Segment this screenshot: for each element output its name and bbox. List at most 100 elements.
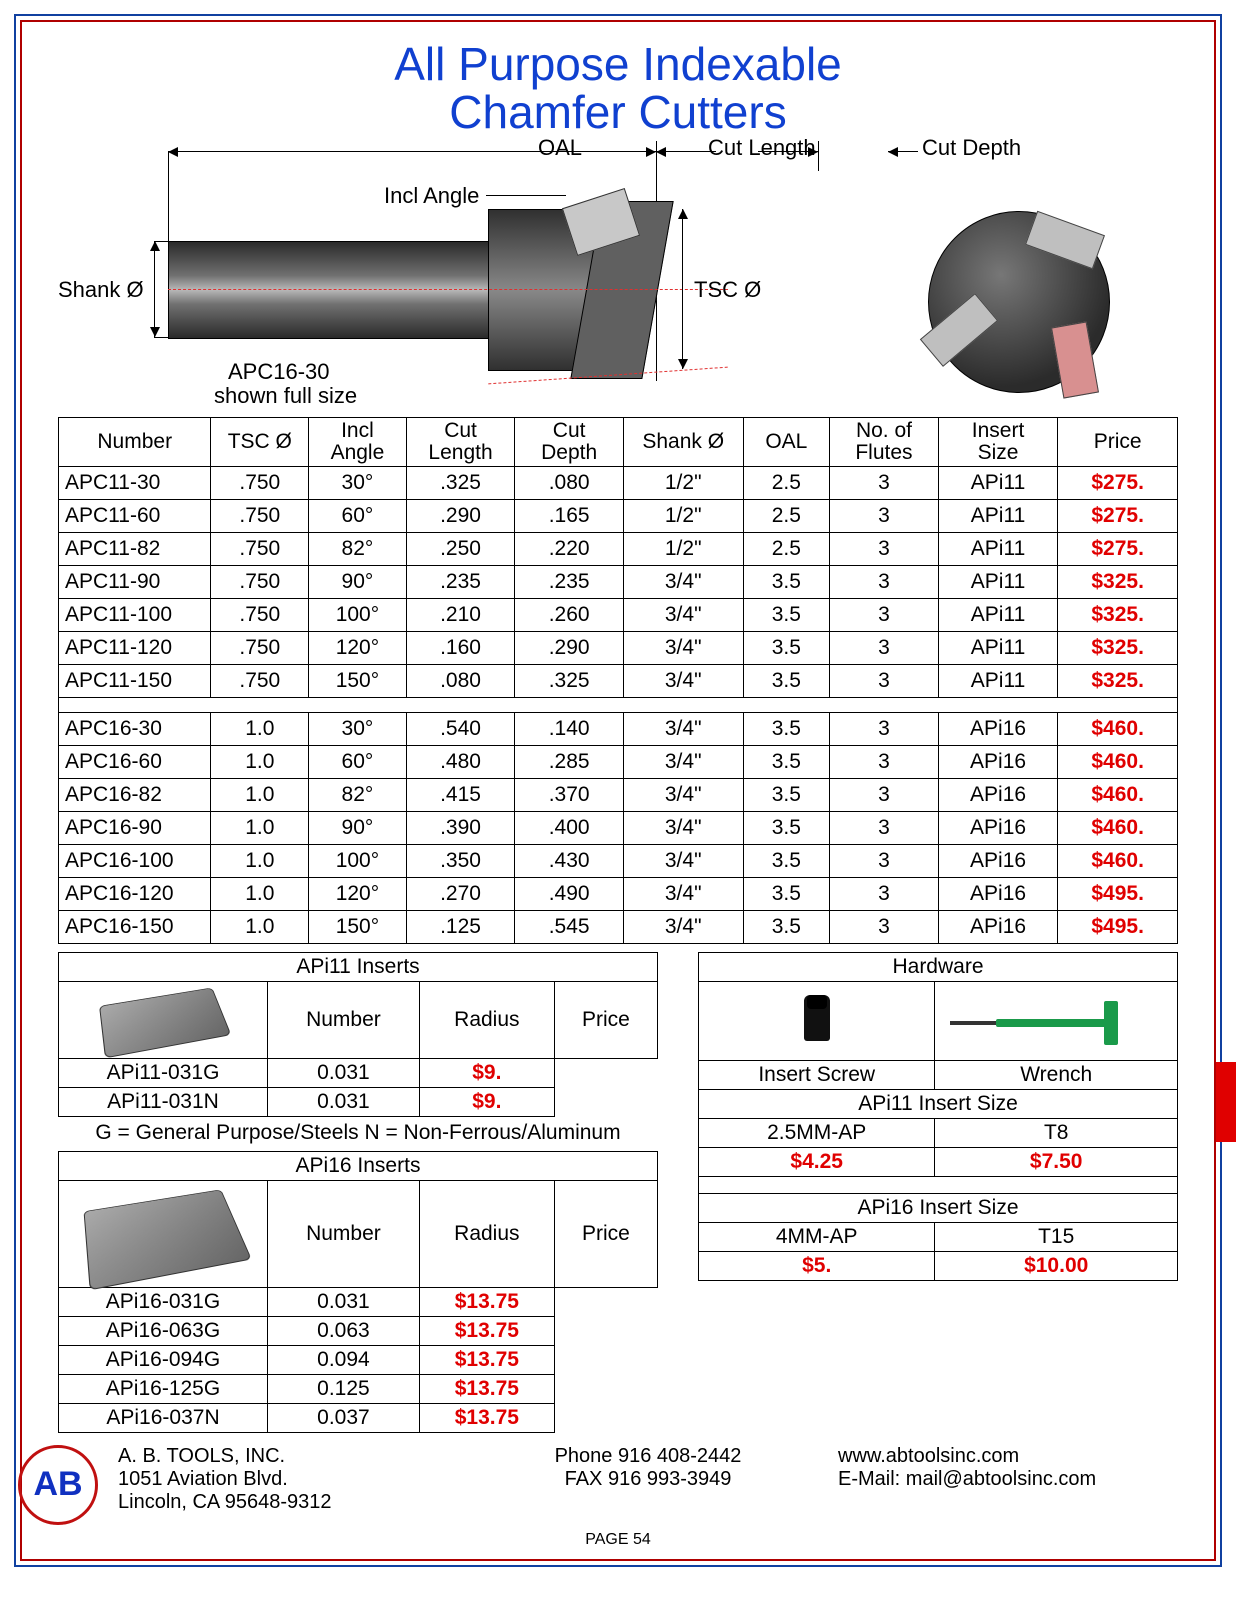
cell: 120°: [309, 631, 407, 664]
cell: .220: [515, 532, 624, 565]
table-row: APC16-821.082°.415.3703/4"3.53APi16$460.: [59, 778, 1178, 811]
cell: 0.094: [268, 1345, 420, 1374]
label-incl-angle: Incl Angle: [384, 183, 479, 209]
cell: 82°: [309, 532, 407, 565]
cell: 3/4": [623, 664, 743, 697]
cell: 0.031: [268, 1087, 420, 1116]
col-price: Price: [554, 981, 657, 1058]
cell: $325.: [1058, 631, 1178, 664]
cell: 90°: [309, 811, 407, 844]
page-footer: AB A. B. TOOLS, INC. 1051 Aviation Blvd.…: [58, 1445, 1178, 1525]
cell: APi11: [938, 664, 1058, 697]
end-view-graphic: [928, 211, 1110, 393]
cell: APi11: [938, 466, 1058, 499]
api11-screw-size: 2.5MM-AP: [699, 1118, 935, 1147]
cell: 3.5: [743, 565, 830, 598]
lower-section: APi11 Inserts Number Radius Price APi11-…: [58, 952, 1178, 1433]
cell: .750: [211, 466, 309, 499]
api11-screw-price: $4.25: [699, 1147, 935, 1176]
cell: $495.: [1058, 877, 1178, 910]
col-price: Price: [554, 1180, 657, 1287]
table-row: APi16-037N0.037$13.75: [59, 1403, 658, 1432]
cell: 3.5: [743, 598, 830, 631]
cell: 3.5: [743, 745, 830, 778]
cell: APi16-031G: [59, 1287, 268, 1316]
table-row: APi11-031G0.031$9.: [59, 1058, 658, 1087]
company-email: E-Mail: mail@abtoolsinc.com: [838, 1468, 1178, 1491]
company-web: www.abtoolsinc.com: [838, 1445, 1178, 1468]
cell: $325.: [1058, 565, 1178, 598]
cell: 1/2": [623, 499, 743, 532]
company-phone: Phone 916 408-2442: [478, 1445, 818, 1468]
table-row: APi16-125G0.125$13.75: [59, 1374, 658, 1403]
cell: $460.: [1058, 844, 1178, 877]
cell: $13.75: [419, 1316, 554, 1345]
main-col-5: Shank Ø: [623, 417, 743, 466]
cell: .325: [515, 664, 624, 697]
cell: 60°: [309, 745, 407, 778]
col-radius: Radius: [419, 1180, 554, 1287]
cell: 3.5: [743, 664, 830, 697]
col-number: Number: [268, 981, 420, 1058]
cell: APC11-30: [59, 466, 211, 499]
tool-diagram: OAL Cut Length Cut Depth Incl Angle Shan…: [58, 141, 1178, 411]
cell: APi16: [938, 778, 1058, 811]
table-row: APC16-1501.0150°.125.5453/4"3.53APi16$49…: [59, 910, 1178, 943]
cell: APi11: [938, 631, 1058, 664]
cell: .750: [211, 532, 309, 565]
cell: .080: [515, 466, 624, 499]
table-row: APi16-031G0.031$13.75: [59, 1287, 658, 1316]
cell: .545: [515, 910, 624, 943]
cell: .290: [515, 631, 624, 664]
cell: .750: [211, 598, 309, 631]
page-tab: [1216, 1062, 1236, 1142]
cell: 2.5: [743, 466, 830, 499]
cell: .235: [515, 565, 624, 598]
cell: APC16-100: [59, 844, 211, 877]
api11-wrench-size: T8: [935, 1118, 1178, 1147]
api16-table: APi16 Inserts Number Radius Price APi16-…: [58, 1151, 658, 1433]
cell: APC16-90: [59, 811, 211, 844]
main-col-0: Number: [59, 417, 211, 466]
cell: $275.: [1058, 532, 1178, 565]
company-name: A. B. TOOLS, INC.: [118, 1445, 458, 1468]
screw-image: [699, 981, 935, 1060]
cell: .260: [515, 598, 624, 631]
label-shank: Shank Ø: [58, 277, 144, 303]
cell: 2.5: [743, 499, 830, 532]
cell: $460.: [1058, 778, 1178, 811]
table-row: APC11-90.75090°.235.2353/4"3.53APi11$325…: [59, 565, 1178, 598]
cell: 90°: [309, 565, 407, 598]
cell: APC16-150: [59, 910, 211, 943]
cell: 3: [830, 910, 939, 943]
table-row: APC11-82.75082°.250.2201/2"2.53APi11$275…: [59, 532, 1178, 565]
spacer: [699, 1176, 1178, 1193]
cell: APi16: [938, 877, 1058, 910]
cell: APC16-60: [59, 745, 211, 778]
api16-insert-image: [59, 1180, 268, 1287]
cell: .350: [406, 844, 515, 877]
cell: 3: [830, 712, 939, 745]
main-col-1: TSC Ø: [211, 417, 309, 466]
main-col-3: CutLength: [406, 417, 515, 466]
cell: 150°: [309, 910, 407, 943]
cell: $13.75: [419, 1287, 554, 1316]
cell: $9.: [419, 1058, 554, 1087]
table-row: APC16-1001.0100°.350.4303/4"3.53APi16$46…: [59, 844, 1178, 877]
cell: .480: [406, 745, 515, 778]
hardware-table: Hardware Insert Screw Wrench APi11 Inser…: [698, 952, 1178, 1281]
cell: $460.: [1058, 712, 1178, 745]
table-row: APC11-30.75030°.325.0801/2"2.53APi11$275…: [59, 466, 1178, 499]
cell: APi11: [938, 598, 1058, 631]
cell: .540: [406, 712, 515, 745]
cell: .490: [515, 877, 624, 910]
cell: .285: [515, 745, 624, 778]
cell: 0.063: [268, 1316, 420, 1345]
company-logo: AB: [18, 1445, 98, 1525]
cell: 3/4": [623, 910, 743, 943]
api16-screw-size: 4MM-AP: [699, 1222, 935, 1251]
cell: .400: [515, 811, 624, 844]
cell: .370: [515, 778, 624, 811]
cell: APC11-60: [59, 499, 211, 532]
cell: APC11-90: [59, 565, 211, 598]
